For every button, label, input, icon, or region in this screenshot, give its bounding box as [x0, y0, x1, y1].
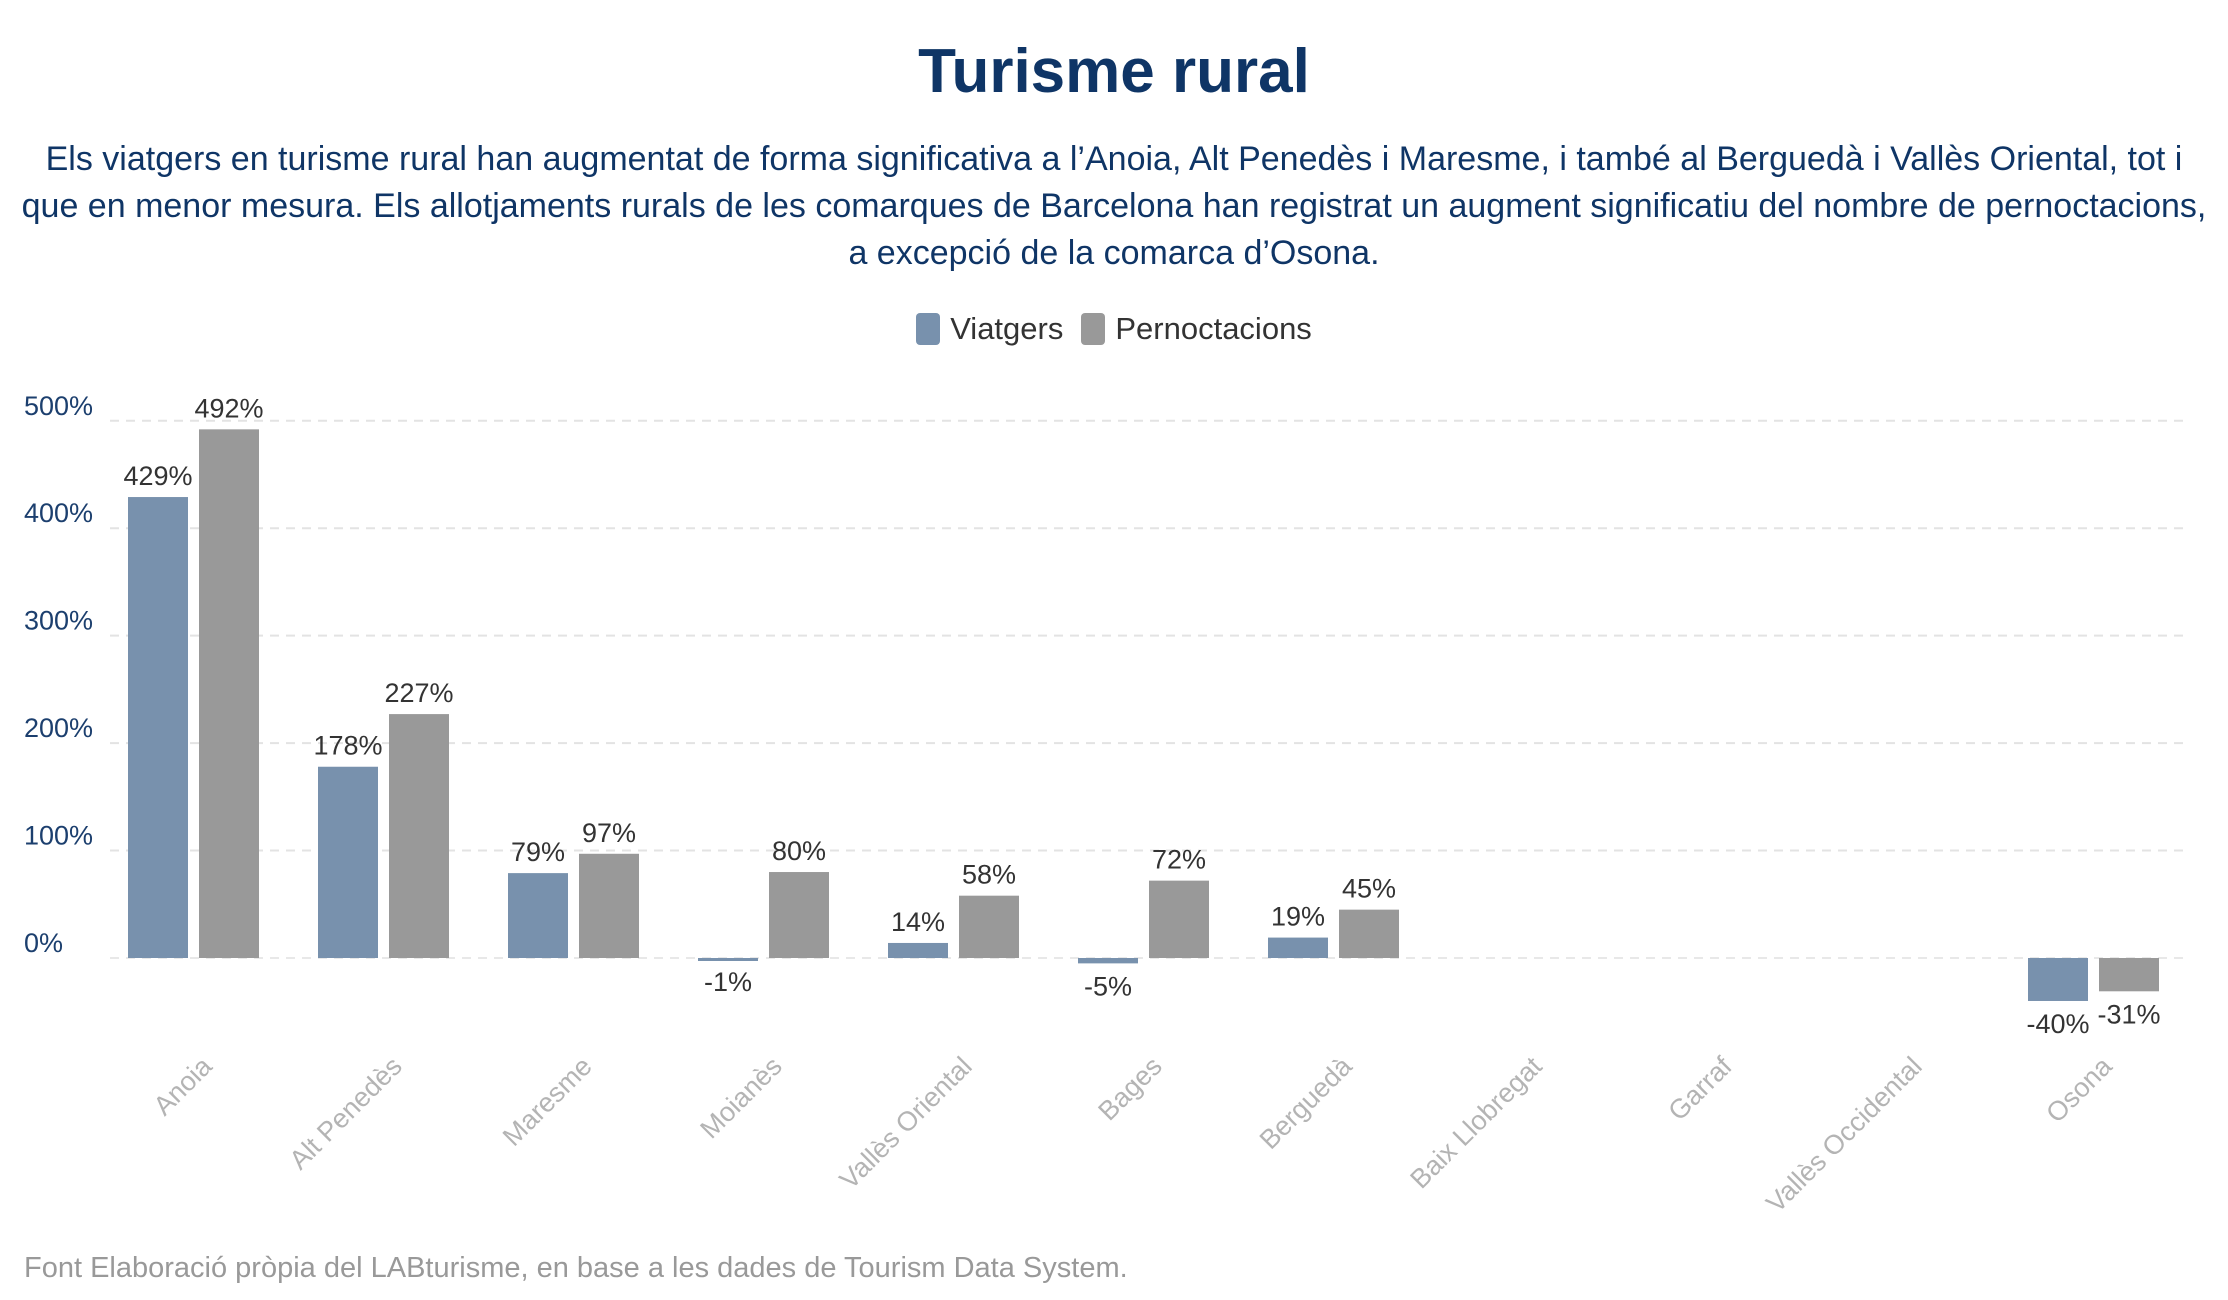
data-label: 79% [511, 837, 565, 867]
bar-viatgers-1 [318, 766, 378, 958]
data-label: 492% [194, 393, 263, 423]
y-tick-label: 100% [24, 821, 93, 851]
bar-viatgers-6 [1268, 937, 1328, 958]
bar-pernoctacions-4 [959, 895, 1019, 958]
data-label: 45% [1342, 874, 1396, 904]
legend-label-pernoctacions: Pernoctacions [1115, 311, 1312, 346]
x-tick-label: Osona [2040, 1050, 2118, 1128]
y-tick-label: 300% [24, 606, 93, 636]
data-label: -5% [1084, 971, 1132, 1001]
x-tick-label: Vallès Occidental [1760, 1051, 1927, 1218]
bar-viatgers-3 [698, 958, 758, 961]
x-tick-label: Bages [1092, 1051, 1167, 1126]
legend-item-viatgers[interactable]: Viatgers [916, 311, 1063, 347]
bar-viatgers-4 [888, 942, 948, 958]
bar-chart: 0% 100% 200% 300% 400% 500% 429% 492% Anoia 178%2… [24, 391, 2190, 1218]
y-tick-label: 400% [24, 498, 93, 528]
bar-pernoctacions-5 [1149, 880, 1209, 958]
data-label: -31% [2097, 999, 2160, 1029]
bar-viatgers-5 [1078, 958, 1138, 964]
bar-pernoctacions-3 [769, 872, 829, 958]
legend-swatch-viatgers [916, 313, 941, 345]
data-label: 58% [962, 860, 1016, 890]
data-label: -40% [2026, 1009, 2089, 1039]
bar-pernoctacions-2 [579, 853, 639, 958]
data-label: 80% [772, 836, 826, 866]
x-tick-label: Vallès Oriental [834, 1051, 978, 1195]
x-tick-label: Maresme [497, 1051, 598, 1152]
x-tick-label: Alt Penedès [284, 1051, 408, 1175]
legend-label-viatgers: Viatgers [950, 311, 1064, 346]
legend-item-pernoctacions[interactable]: Pernoctacions [1081, 311, 1312, 347]
chart-title: Turisme rural [918, 37, 1310, 106]
x-tick-label: Anoia [148, 1050, 219, 1121]
bar-viatgers-2 [508, 873, 568, 958]
bar-pernoctacions-1 [389, 714, 449, 958]
legend: Viatgers Pernoctacions [0, 311, 2228, 347]
x-tick-label: Moianès [694, 1051, 787, 1144]
legend-swatch-pernoctacions [1081, 313, 1106, 345]
data-label: 19% [1271, 902, 1325, 932]
x-tick-label: Berguedà [1254, 1050, 1359, 1155]
y-tick-label: 200% [24, 713, 93, 743]
x-tick-label: Baix Llobregat [1404, 1051, 1548, 1195]
data-label: 178% [313, 731, 382, 761]
bar-pernoctacions-10 [2099, 958, 2159, 992]
x-tick-label: Garraf [1662, 1051, 1738, 1127]
y-tick-label: 500% [24, 391, 93, 421]
data-label: 72% [1152, 845, 1206, 875]
bar-viatgers-10 [2028, 958, 2088, 1001]
bar-pernoctacions-6 [1339, 909, 1399, 958]
data-label: 14% [891, 907, 945, 937]
data-label: 227% [384, 678, 453, 708]
data-label: 97% [582, 818, 636, 848]
data-label: 429% [123, 461, 192, 491]
bar-pernoctacions-0 [199, 429, 259, 958]
bar-viatgers-0 [128, 497, 188, 958]
source-footer: Font Elaboració pròpia del LABturisme, e… [24, 1252, 1128, 1284]
data-label: -1% [704, 967, 752, 997]
y-tick-label: 0% [24, 928, 63, 958]
chart-subtitle: Els viatgers en turisme rural han augmen… [21, 140, 2207, 272]
